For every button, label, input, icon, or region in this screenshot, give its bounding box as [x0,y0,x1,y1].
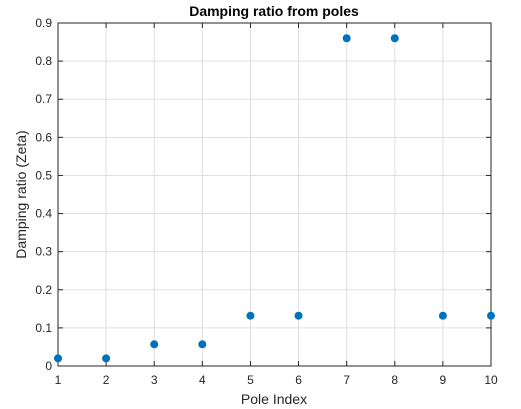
x-tick-label: 9 [440,373,447,387]
data-point [487,311,495,320]
chart-title: Damping ratio from poles [189,3,359,19]
y-tick-label: 0.3 [35,245,52,259]
axes-box [57,22,492,367]
data-point [150,340,159,349]
x-tick-label: 2 [103,373,110,387]
y-axis-label: Damping ratio (Zeta) [13,130,29,258]
x-tick-label: 1 [55,373,62,387]
y-tick-label: 0.8 [35,54,52,68]
data-point [438,311,447,320]
x-axis-ticks: 1 2 3 4 5 6 7 8 9 10 [55,23,498,387]
data-point [54,354,62,363]
y-tick-label: 0.4 [35,207,52,221]
axes [57,22,492,367]
x-tick-label: 8 [391,373,398,387]
x-tick-label: 10 [484,373,498,387]
data-point [342,34,351,43]
y-tick-label: 0.6 [35,130,52,144]
y-tick-label: 0.2 [35,283,52,297]
x-axis-label: Pole Index [241,391,307,407]
data-point [294,311,303,320]
x-tick-label: 5 [247,373,254,387]
y-axis-ticks: 0 0.1 0.2 0.3 0.4 0.5 0.6 0.7 0.8 0.9 [35,16,491,373]
plot-area [58,23,491,366]
y-tick-label: 0.5 [35,168,52,182]
data-point [198,340,207,349]
y-tick-label: 0.7 [35,92,52,106]
y-tick-label: 0.9 [35,16,52,30]
x-tick-label: 3 [151,373,158,387]
data-point [246,311,255,320]
y-tick-label: 0 [45,359,52,373]
data-points [54,34,495,363]
x-tick-label: 7 [343,373,350,387]
x-tick-label: 4 [199,373,206,387]
x-tick-label: 6 [295,373,302,387]
data-point [102,354,111,363]
y-tick-label: 0.1 [35,321,52,335]
data-point [390,34,399,43]
